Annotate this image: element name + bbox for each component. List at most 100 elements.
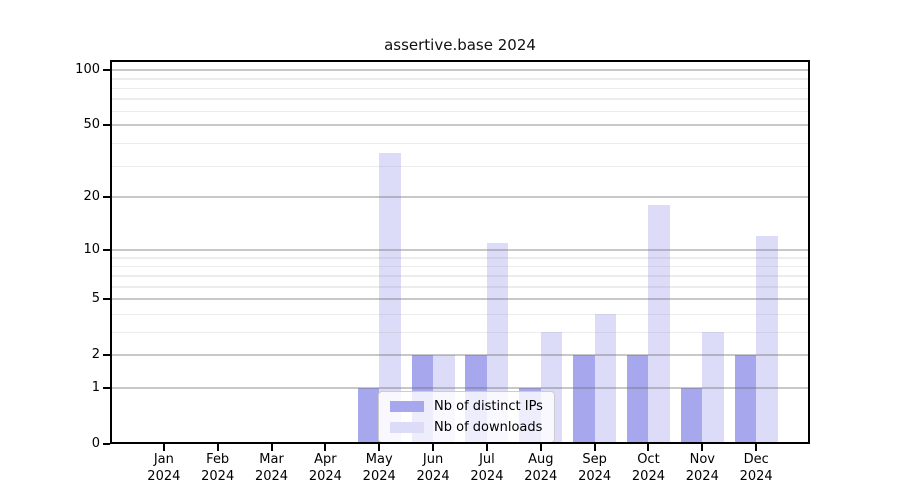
legend-label-distinct-ips: Nb of distinct IPs (434, 399, 543, 414)
x-axis-label-jan: Jan 2024 (132, 451, 196, 485)
legend-swatch-distinct-ips-icon (390, 401, 424, 412)
x-axis-tick-feb (216, 444, 219, 451)
minor-gridline-60 (110, 110, 810, 113)
bar-distinct-ips-nov (680, 387, 703, 444)
x-axis-label-sep: Sep 2024 (563, 451, 627, 485)
x-axis-tick-apr (324, 444, 327, 451)
major-gridline-5 (110, 297, 810, 300)
x-axis-label-year: 2024 (416, 469, 450, 484)
minor-gridline-70 (110, 98, 810, 100)
y-axis-label-5: 5 (91, 290, 100, 306)
x-axis-label-year: 2024 (362, 469, 396, 484)
bar-downloads-may (379, 153, 401, 444)
x-axis-label-year: 2024 (470, 469, 504, 484)
x-axis-label-dec: Dec 2024 (724, 451, 788, 485)
y-axis-tick-2 (103, 353, 110, 356)
minor-gridline-3 (110, 331, 810, 334)
bar-distinct-ips-may (357, 387, 380, 444)
x-axis-label-month: Apr (314, 452, 337, 467)
x-axis-label-month: Feb (206, 452, 230, 467)
minor-gridline-90 (110, 78, 810, 80)
plot-area: Nb of distinct IPs Nb of downloads 0 1 2 5 1… (75, 60, 810, 484)
x-axis-label-year: 2024 (254, 469, 289, 484)
bar-downloads-sep (594, 313, 617, 444)
x-axis-tick-mar (270, 444, 273, 451)
minor-gridline-7 (110, 275, 810, 277)
major-gridline-50 (110, 124, 810, 127)
y-axis-tick-1 (103, 386, 110, 389)
x-axis-label-jun: Jun 2024 (401, 451, 465, 485)
bar-downloads-dec (756, 236, 778, 444)
y-axis-tick-10 (103, 248, 110, 251)
legend-swatch-downloads-icon (390, 422, 424, 433)
x-axis-label-apr: Apr 2024 (293, 451, 357, 485)
x-axis-label-aug: Aug 2024 (509, 451, 573, 485)
x-axis-label-year: 2024 (524, 469, 558, 484)
bar-downloads-nov (702, 331, 724, 444)
x-axis-label-oct: Oct 2024 (616, 451, 680, 485)
x-axis-tick-oct (647, 444, 650, 451)
minor-gridline-80 (110, 87, 810, 90)
x-axis-label-month: Jul (479, 452, 495, 467)
x-axis-label-year: 2024 (685, 469, 719, 484)
y-axis-label-1: 1 (91, 379, 100, 395)
legend-item-distinct-ips: Nb of distinct IPs (390, 399, 543, 414)
x-axis-tick-dec (755, 444, 758, 451)
y-axis-tick-0 (103, 443, 110, 445)
x-axis-label-month: May (365, 452, 393, 467)
y-axis-label-0: 0 (91, 436, 100, 451)
bar-distinct-ips-sep (573, 354, 595, 444)
y-axis-label-50: 50 (83, 117, 100, 133)
major-gridline-20 (110, 196, 810, 199)
minor-gridline-6 (110, 286, 810, 288)
x-axis-label-month: Dec (743, 452, 769, 467)
x-axis-tick-aug (539, 444, 542, 451)
x-axis-tick-jun (432, 444, 435, 451)
y-axis-tick-20 (103, 196, 110, 199)
x-axis-label-month: Jan (153, 452, 174, 467)
bar-downloads-oct (648, 205, 670, 444)
x-axis-label-month: Aug (528, 452, 554, 467)
x-axis-label-year: 2024 (201, 469, 235, 484)
x-axis-tick-nov (701, 444, 704, 451)
y-axis-tick-5 (103, 297, 110, 300)
minor-gridline-30 (110, 165, 810, 168)
bar-distinct-ips-dec (734, 354, 757, 444)
x-axis-label-feb: Feb 2024 (186, 451, 250, 485)
x-axis-label-jul: Jul 2024 (455, 451, 519, 485)
x-axis-label-month: Jun (422, 452, 444, 467)
legend-item-downloads: Nb of downloads (390, 420, 543, 435)
legend: Nb of distinct IPs Nb of downloads (378, 391, 555, 443)
minor-gridline-9 (110, 257, 810, 259)
bar-distinct-ips-oct (626, 354, 649, 444)
x-axis-label-year: 2024 (739, 469, 773, 484)
y-axis-tick-50 (103, 124, 110, 127)
y-axis-label-2: 2 (91, 346, 100, 362)
x-axis-label-month: Mar (259, 452, 284, 467)
x-axis-tick-may (378, 444, 381, 451)
x-axis-label-month: Nov (689, 452, 715, 467)
x-axis-label-mar: Mar 2024 (240, 451, 304, 485)
major-gridline-1 (110, 386, 810, 389)
gridlines-layer (110, 60, 810, 444)
minor-gridline-40 (110, 142, 810, 145)
minor-gridline-8 (110, 265, 810, 268)
major-gridline-100 (110, 68, 810, 71)
y-axis-label-100: 100 (75, 61, 100, 77)
major-gridline-10 (110, 248, 810, 251)
x-axis-tick-jul (485, 444, 488, 451)
x-axis-tick-jan (162, 444, 165, 451)
y-axis-tick-100 (103, 68, 110, 71)
minor-gridline-4 (110, 313, 810, 315)
x-axis-label-year: 2024 (578, 469, 612, 484)
major-gridline-2 (110, 353, 810, 356)
x-axis-label-month: Oct (637, 452, 660, 467)
x-axis-label-nov: Nov 2024 (670, 451, 734, 485)
chart-title: assertive.base 2024 (384, 36, 536, 54)
legend-label-downloads: Nb of downloads (434, 420, 543, 435)
x-axis-label-may: May 2024 (347, 451, 411, 485)
x-axis-label-month: Sep (582, 452, 607, 467)
x-axis-label-year: 2024 (631, 469, 665, 484)
x-axis-label-year: 2024 (308, 469, 342, 484)
